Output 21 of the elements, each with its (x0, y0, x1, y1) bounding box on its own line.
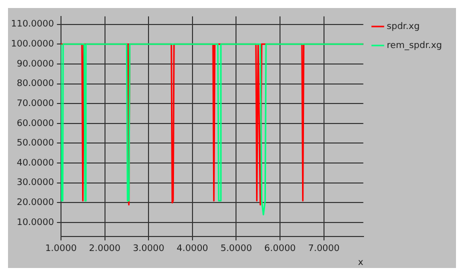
x-tick-label: 3.0000 (132, 244, 165, 254)
y-tick-label: 10.0000 (16, 218, 54, 228)
y-tick-label: 110.0000 (10, 20, 54, 30)
y-tick-label: 70.0000 (16, 98, 54, 109)
legend-label: rem_spdr.xg (386, 40, 442, 51)
legend-label: spdr.xg (386, 22, 420, 32)
x-tick-label: 1.0000 (45, 244, 77, 254)
y-tick-label: 90.0000 (16, 59, 54, 70)
x-tick-label: 5.0000 (220, 244, 252, 254)
x-tick-label: 6.0000 (264, 244, 296, 254)
y-tick-label: 80.0000 (16, 79, 54, 90)
y-tick-label: 50.0000 (16, 138, 54, 149)
x-tick-label: 4.0000 (176, 244, 208, 254)
x-tick-label: 7.0000 (308, 244, 340, 254)
y-tick-label: 60.0000 (16, 118, 54, 129)
y-tick-label: 100.0000 (10, 39, 54, 50)
y-tick-label: 20.0000 (16, 198, 54, 208)
y-tick-label: 30.0000 (16, 178, 54, 188)
y-tick-label: 40.0000 (16, 158, 54, 168)
x-tick-label: 2.0000 (89, 244, 121, 254)
x-axis-title: x (358, 258, 364, 268)
